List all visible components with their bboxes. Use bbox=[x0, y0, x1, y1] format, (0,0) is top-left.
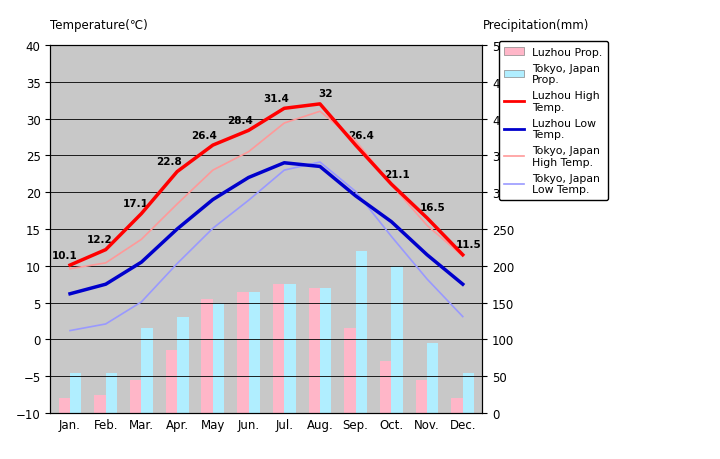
Bar bbox=[237, 292, 248, 413]
Text: 26.4: 26.4 bbox=[192, 130, 217, 140]
Legend: Luzhou Prop., Tokyo, Japan
Prop., Luzhou High
Temp., Luzhou Low
Temp., Tokyo, Ja: Luzhou Prop., Tokyo, Japan Prop., Luzhou… bbox=[499, 42, 608, 201]
Bar bbox=[427, 343, 438, 413]
Bar bbox=[213, 303, 224, 413]
Text: 32: 32 bbox=[318, 89, 333, 99]
Text: Temperature(℃): Temperature(℃) bbox=[50, 19, 148, 32]
Text: 26.4: 26.4 bbox=[348, 130, 374, 140]
Bar bbox=[392, 266, 402, 413]
Bar bbox=[70, 373, 81, 413]
Bar bbox=[248, 292, 260, 413]
Text: 11.5: 11.5 bbox=[456, 240, 481, 250]
Text: 22.8: 22.8 bbox=[156, 157, 181, 167]
Text: 21.1: 21.1 bbox=[384, 169, 410, 179]
Bar bbox=[273, 285, 284, 413]
Bar bbox=[356, 252, 367, 413]
Bar bbox=[130, 380, 141, 413]
Bar bbox=[141, 329, 153, 413]
Text: 17.1: 17.1 bbox=[123, 199, 149, 208]
Bar bbox=[284, 285, 296, 413]
Text: 16.5: 16.5 bbox=[420, 203, 446, 213]
Bar bbox=[320, 288, 331, 413]
Text: 10.1: 10.1 bbox=[52, 250, 77, 260]
Text: 31.4: 31.4 bbox=[263, 94, 289, 104]
Bar bbox=[177, 318, 189, 413]
Bar bbox=[463, 373, 474, 413]
Bar bbox=[166, 351, 177, 413]
Text: Precipitation(mm): Precipitation(mm) bbox=[482, 19, 589, 32]
Bar bbox=[380, 362, 392, 413]
Bar bbox=[202, 299, 213, 413]
Bar bbox=[309, 288, 320, 413]
Bar bbox=[415, 380, 427, 413]
Bar bbox=[94, 395, 106, 413]
Bar bbox=[58, 398, 70, 413]
Bar bbox=[451, 398, 463, 413]
Text: 12.2: 12.2 bbox=[87, 235, 113, 245]
Bar bbox=[106, 373, 117, 413]
Text: 28.4: 28.4 bbox=[228, 116, 253, 126]
Bar bbox=[344, 329, 356, 413]
